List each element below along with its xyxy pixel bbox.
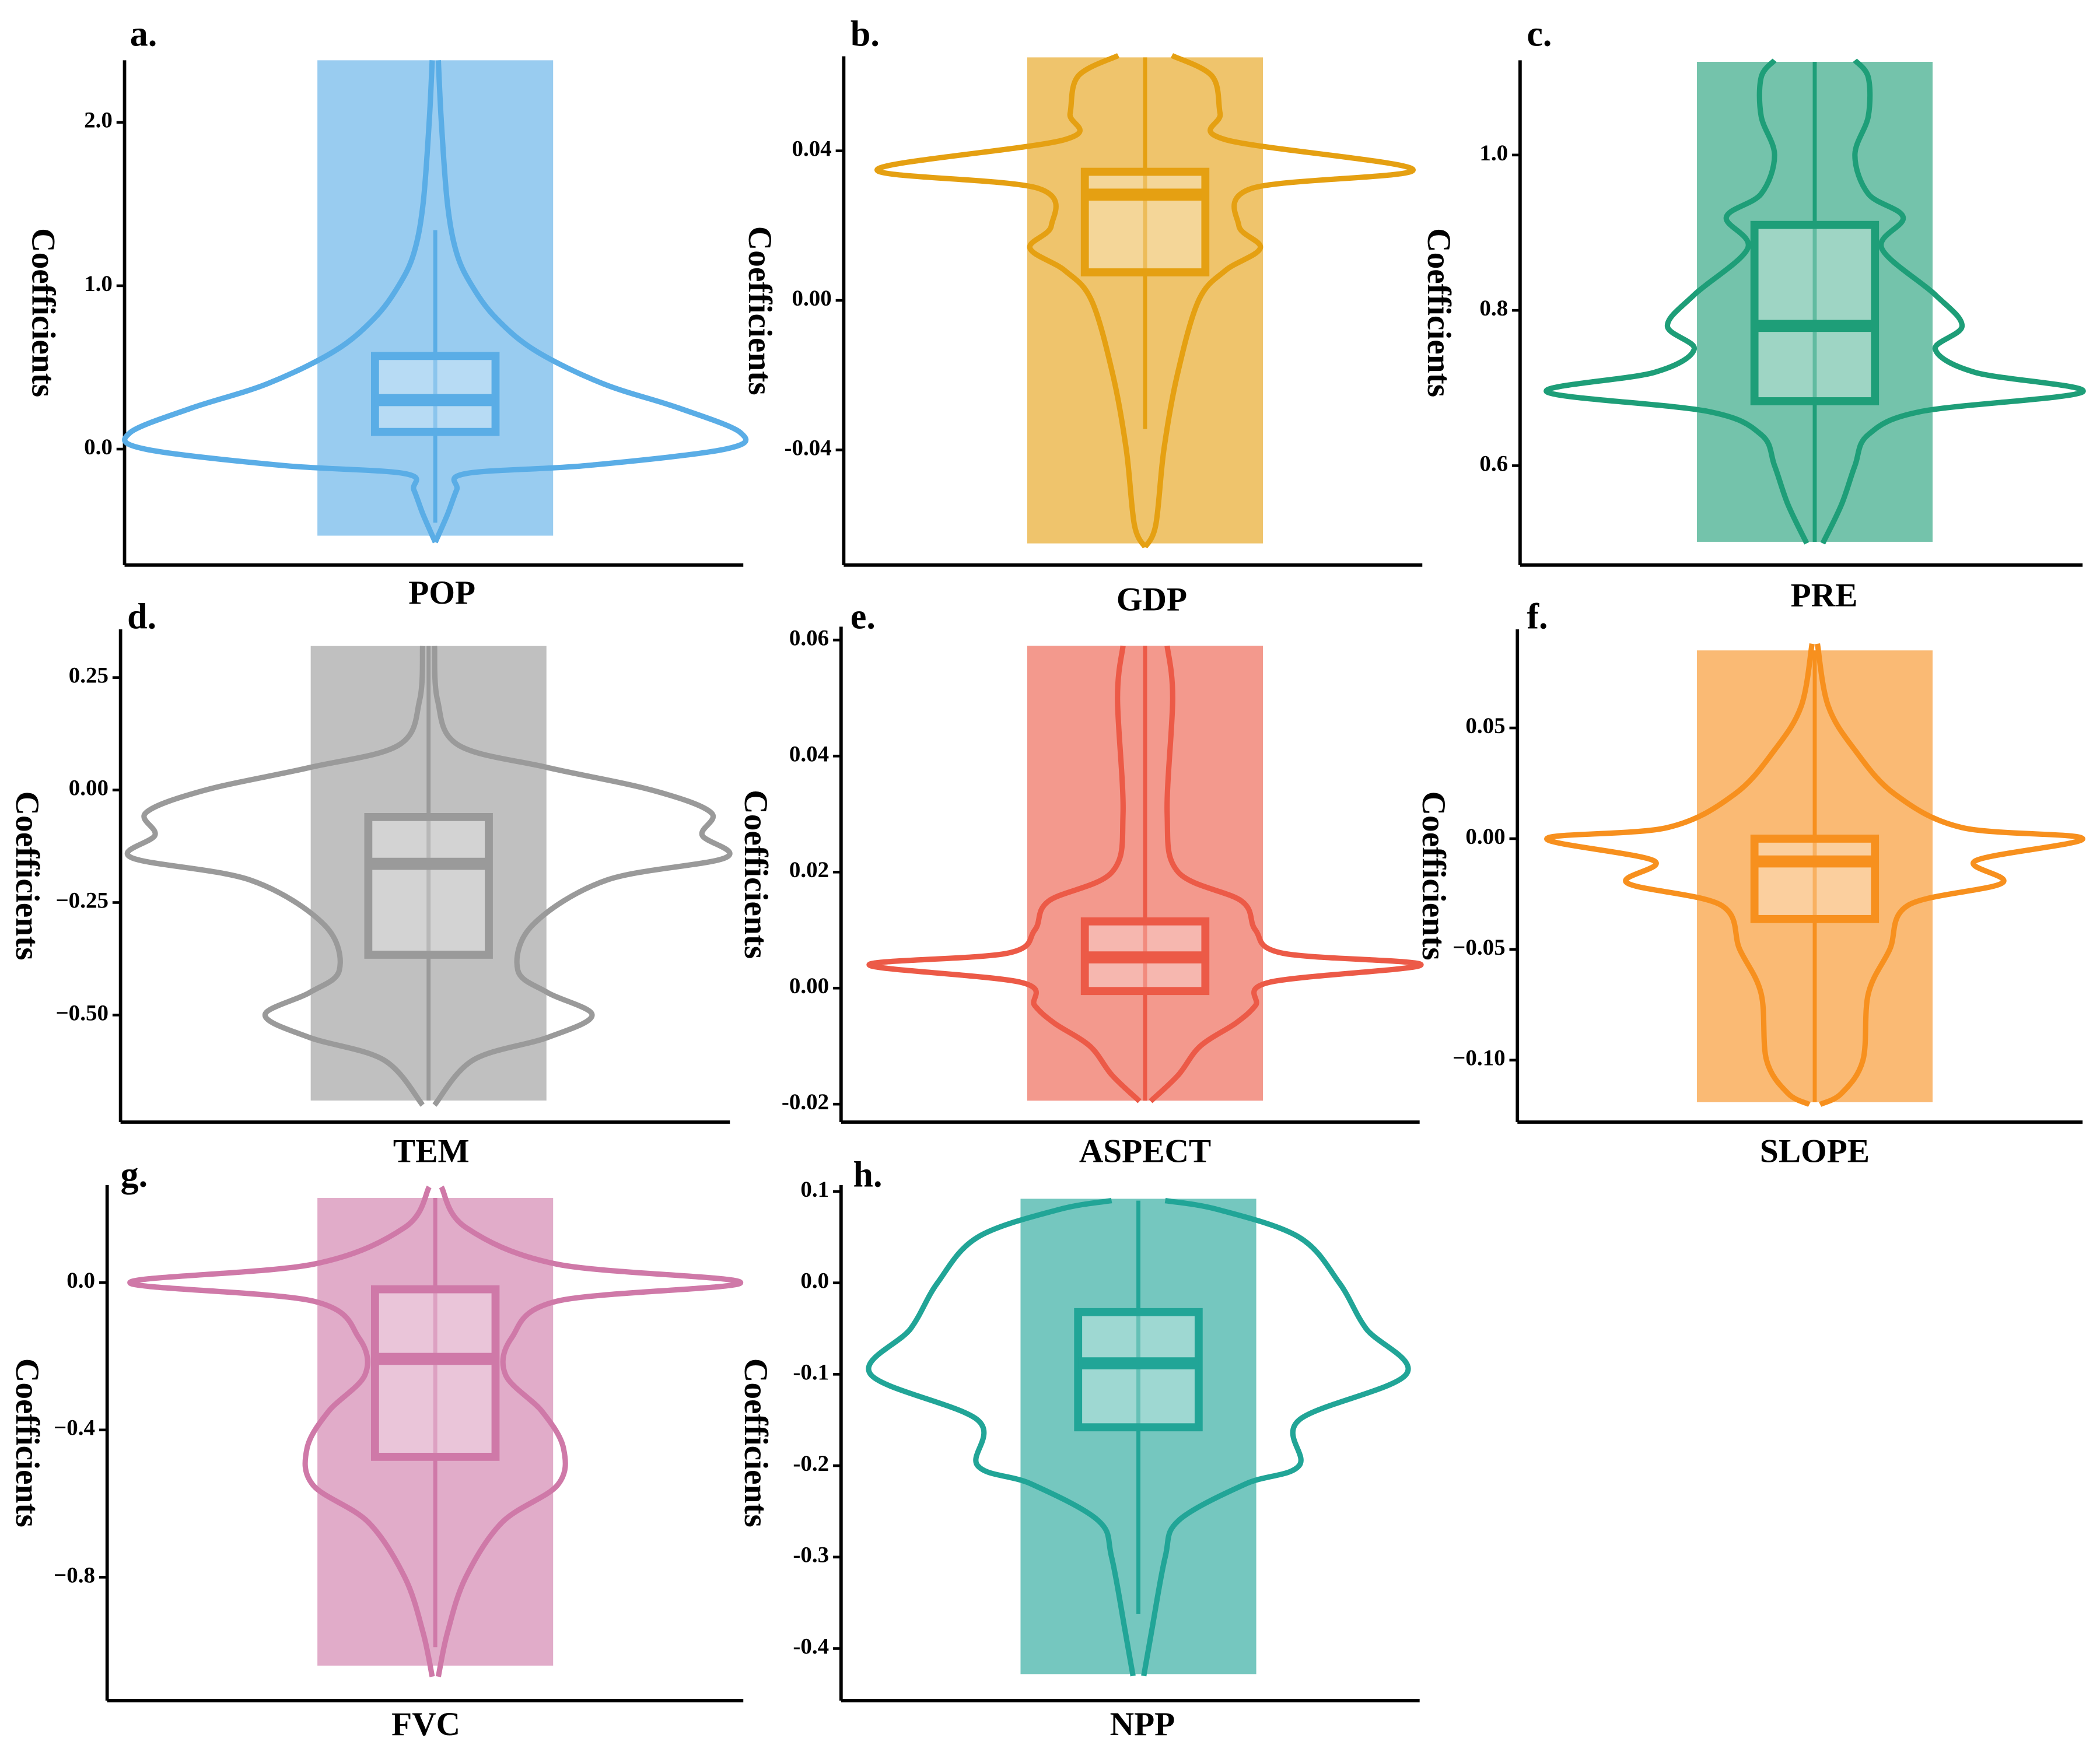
x-axis-label: SLOPE — [1760, 1133, 1870, 1169]
y-axis-label: Coefficients — [9, 1358, 46, 1527]
panel-label: d. — [127, 597, 156, 636]
violin-outline — [1141, 1198, 1411, 1677]
violin-outline — [432, 646, 733, 1107]
violin-outline — [866, 645, 1142, 1103]
box — [370, 352, 500, 436]
y-tick-label: -0.2 — [793, 1451, 829, 1476]
y-tick-label: -0.1 — [793, 1359, 829, 1385]
violin-outline — [1149, 645, 1424, 1103]
y-tick-label: 0.0 — [84, 435, 113, 460]
x-axis-label: POP — [408, 574, 475, 611]
violin-outline — [432, 60, 749, 544]
box — [1750, 220, 1880, 405]
y-tick-label: 0.00 — [789, 973, 829, 998]
x-axis-label: ASPECT — [1079, 1133, 1211, 1169]
y-tick-label: −0.25 — [55, 888, 108, 913]
y-tick-label: 0.00 — [1465, 824, 1505, 849]
violin-outline — [1142, 53, 1416, 549]
violin-outline — [435, 1185, 744, 1677]
box — [364, 812, 493, 959]
y-tick-label: 0.06 — [789, 625, 829, 650]
y-tick-label: 0.02 — [789, 857, 829, 882]
y-tick-label: 0.00 — [792, 286, 831, 311]
y-tick-label: 0.00 — [69, 776, 108, 801]
violin-outline — [866, 1198, 1136, 1677]
y-tick-label: 0.1 — [800, 1177, 829, 1202]
y-axis-label: Coefficients — [25, 228, 62, 397]
y-axis-label: Coefficients — [1420, 228, 1457, 397]
y-tick-label: -0.4 — [793, 1634, 829, 1659]
y-axis-label: Coefficients — [1415, 791, 1452, 961]
violin-outline — [124, 646, 426, 1107]
y-tick-label: 0.0 — [800, 1269, 829, 1294]
y-axis-label: Coefficients — [9, 791, 46, 961]
panel-label: e. — [850, 597, 876, 636]
violin-outline — [1544, 643, 1815, 1107]
x-axis-label: GDP — [1116, 581, 1187, 618]
y-tick-label: 0.04 — [789, 741, 829, 766]
panel-label: h. — [853, 1155, 883, 1195]
box — [1750, 835, 1880, 923]
violin-outline — [1544, 58, 1810, 545]
x-axis-label: TEM — [393, 1133, 470, 1169]
y-tick-label: 0.6 — [1479, 451, 1508, 476]
box — [1080, 167, 1210, 276]
panel-label: a. — [130, 15, 157, 54]
panel-label: g. — [121, 1155, 148, 1195]
y-tick-label: −0.10 — [1452, 1046, 1506, 1071]
y-tick-label: 0.0 — [66, 1268, 95, 1293]
y-axis-label: Coefficients — [741, 226, 778, 395]
y-tick-label: 2.0 — [84, 108, 113, 133]
y-tick-label: −0.8 — [54, 1562, 95, 1588]
violin-outline — [127, 1185, 435, 1677]
box — [370, 1285, 500, 1461]
x-axis-label: PRE — [1791, 577, 1858, 614]
panel-label: f. — [1527, 597, 1548, 636]
y-tick-label: 0.25 — [69, 663, 108, 688]
panel-label: c. — [1527, 15, 1552, 54]
y-tick-label: −0.50 — [55, 1000, 108, 1025]
y-tick-label: −0.05 — [1452, 935, 1506, 960]
y-axis-label: Coefficients — [737, 790, 774, 959]
violin-outline — [1820, 58, 2086, 545]
box — [1074, 1308, 1203, 1432]
x-axis-label: NPP — [1110, 1706, 1175, 1743]
y-tick-label: -0.02 — [782, 1089, 829, 1115]
y-tick-label: 1.0 — [1479, 141, 1508, 166]
violin-outline — [874, 53, 1148, 549]
panel-label: b. — [850, 15, 880, 54]
y-axis-label: Coefficients — [737, 1358, 774, 1527]
y-tick-label: -0.04 — [784, 435, 831, 460]
violin-outline — [122, 60, 438, 544]
y-tick-label: -0.3 — [793, 1543, 829, 1568]
violin-outline — [1815, 643, 2085, 1107]
y-tick-label: −0.4 — [54, 1415, 95, 1441]
x-axis-label: FVC — [391, 1706, 460, 1743]
y-tick-label: 1.0 — [84, 271, 113, 296]
y-tick-label: 0.8 — [1479, 296, 1508, 321]
y-tick-label: 0.05 — [1465, 713, 1505, 738]
y-tick-label: 0.04 — [792, 136, 831, 162]
